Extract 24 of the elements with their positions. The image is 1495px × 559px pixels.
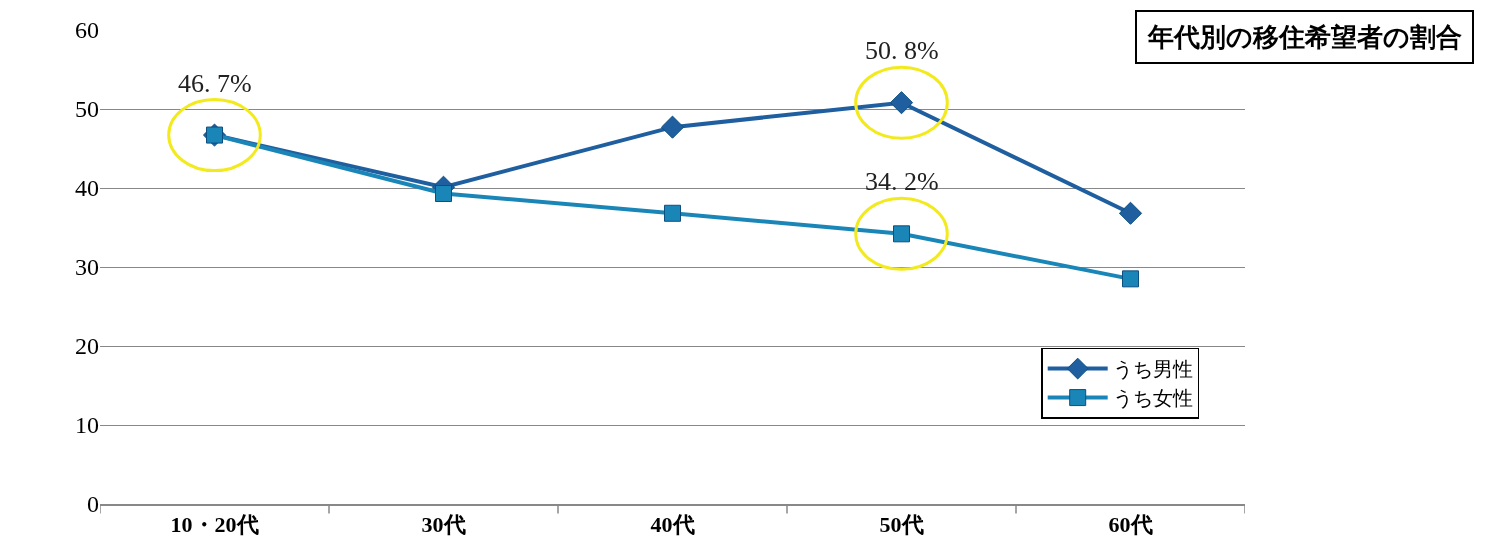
- y-tick-label: 50: [75, 96, 99, 123]
- y-tick-label: 60: [75, 17, 99, 44]
- y-tick-label: 20: [75, 333, 99, 360]
- x-tick-label: 40代: [650, 512, 695, 538]
- point: [1118, 201, 1143, 225]
- y-tick-label: 0: [87, 491, 99, 518]
- x-tick-label: 30代: [421, 512, 466, 538]
- y-tick-label: 40: [75, 175, 99, 202]
- legend-label: うち男性: [1112, 357, 1193, 382]
- legend-label: うち女性: [1112, 386, 1193, 411]
- x-tick-label: 50代: [879, 512, 924, 538]
- text: 年代別の移住希望者の割合: [1147, 22, 1462, 52]
- point: [1122, 270, 1139, 288]
- x-tick-label: 10・20代: [170, 512, 259, 538]
- y-tick-label: 30: [75, 254, 99, 281]
- point: [435, 185, 452, 203]
- x-tick-label: 60代: [1108, 512, 1153, 538]
- annotation: 34. 2%: [865, 167, 939, 196]
- point: [660, 115, 685, 139]
- annotation: 50. 8%: [865, 36, 939, 65]
- point: [893, 225, 910, 243]
- annotation: 46. 7%: [178, 69, 252, 98]
- y-tick-label: 10: [75, 412, 99, 439]
- point: [664, 204, 681, 222]
